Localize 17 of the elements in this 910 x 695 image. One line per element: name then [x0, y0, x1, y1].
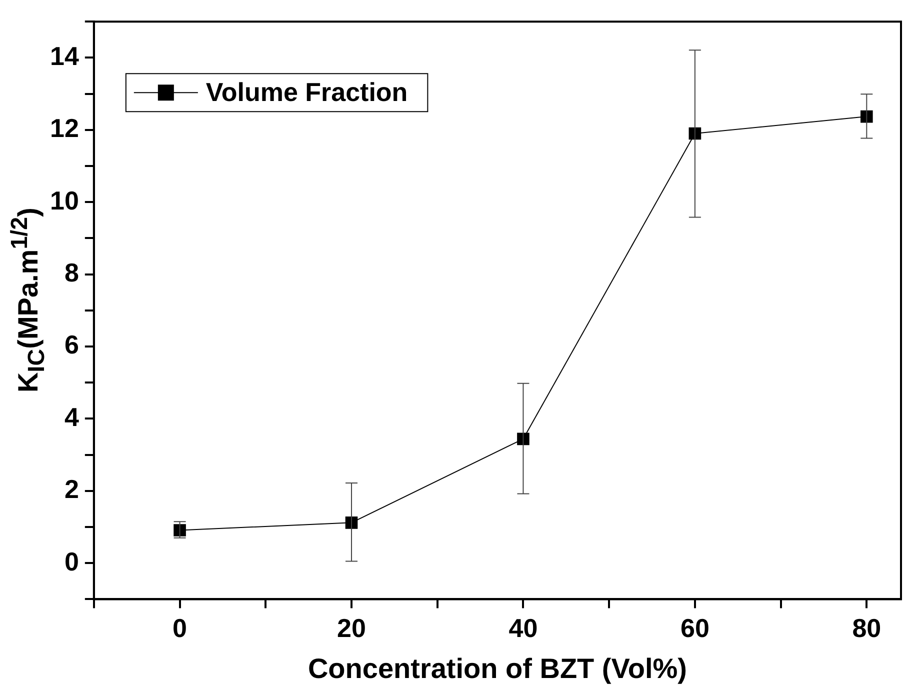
y-tick-label: 12: [50, 113, 79, 144]
y-tick-label: 0: [64, 546, 79, 576]
x-tick-label: 40: [508, 612, 538, 643]
x-axis-title: Concentration of BZT (Vol%): [308, 652, 687, 684]
x-tick-label: 0: [172, 612, 188, 643]
legend-label: Volume Fraction: [206, 76, 408, 107]
x-tick-label: 60: [680, 612, 710, 643]
point: [860, 110, 873, 123]
x-tick-label: 80: [852, 612, 882, 643]
point: [517, 432, 530, 446]
y-tick-label: 6: [64, 330, 79, 360]
y-tick-label: 8: [64, 257, 79, 288]
y-tick-label: 14: [50, 40, 80, 71]
y-tick-label: 2: [64, 474, 79, 504]
y-tick-label: 4: [64, 402, 80, 432]
y-tick-label: 10: [50, 185, 79, 216]
x-tick-label: 20: [337, 612, 366, 643]
